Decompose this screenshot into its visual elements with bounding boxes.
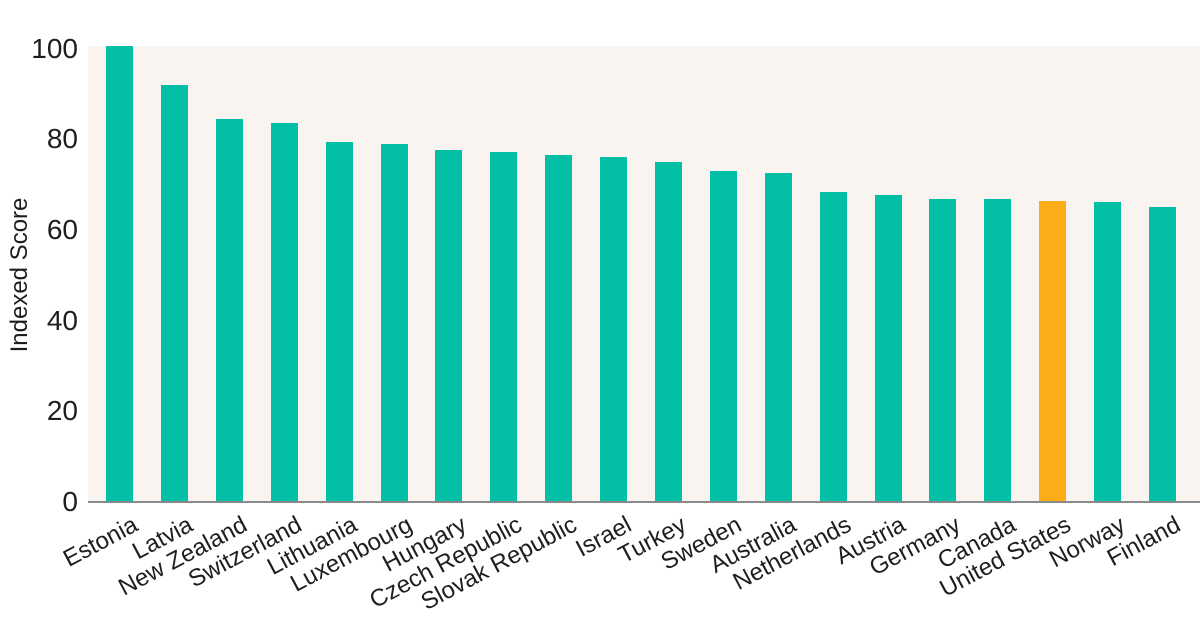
bar-slovak-republic	[545, 155, 573, 502]
bar-canada	[984, 199, 1012, 502]
y-tick-label: 40	[46, 304, 78, 336]
bar-switzerland	[270, 123, 298, 502]
bar-luxembourg	[380, 143, 408, 502]
bar-austria	[874, 195, 902, 502]
bar-australia	[764, 173, 792, 502]
bar-israel	[600, 156, 628, 502]
bar-lithuania	[325, 142, 353, 502]
bar-turkey	[655, 162, 682, 502]
y-tick-label: 20	[46, 395, 78, 427]
bar-finland	[1148, 206, 1176, 502]
bar-germany	[929, 198, 957, 502]
bar-czech-republic	[490, 151, 518, 502]
bar-latvia	[161, 84, 189, 502]
y-tick-label: 0	[62, 486, 78, 517]
bar-new-zealand	[215, 118, 243, 502]
x-axis-line	[88, 501, 1200, 503]
bar-norway	[1094, 201, 1122, 502]
bar-hungary	[435, 150, 463, 502]
bar-united-states	[1039, 200, 1067, 502]
bar-sweden	[709, 170, 737, 502]
plot-area	[88, 46, 1200, 502]
y-tick-label: 60	[46, 214, 78, 246]
y-axis-title: Indexed Score	[6, 197, 33, 353]
bar-estonia	[106, 46, 134, 502]
y-tick-label: 80	[46, 123, 78, 155]
bar-netherlands	[819, 191, 847, 502]
y-tick-label: 100	[31, 32, 78, 64]
